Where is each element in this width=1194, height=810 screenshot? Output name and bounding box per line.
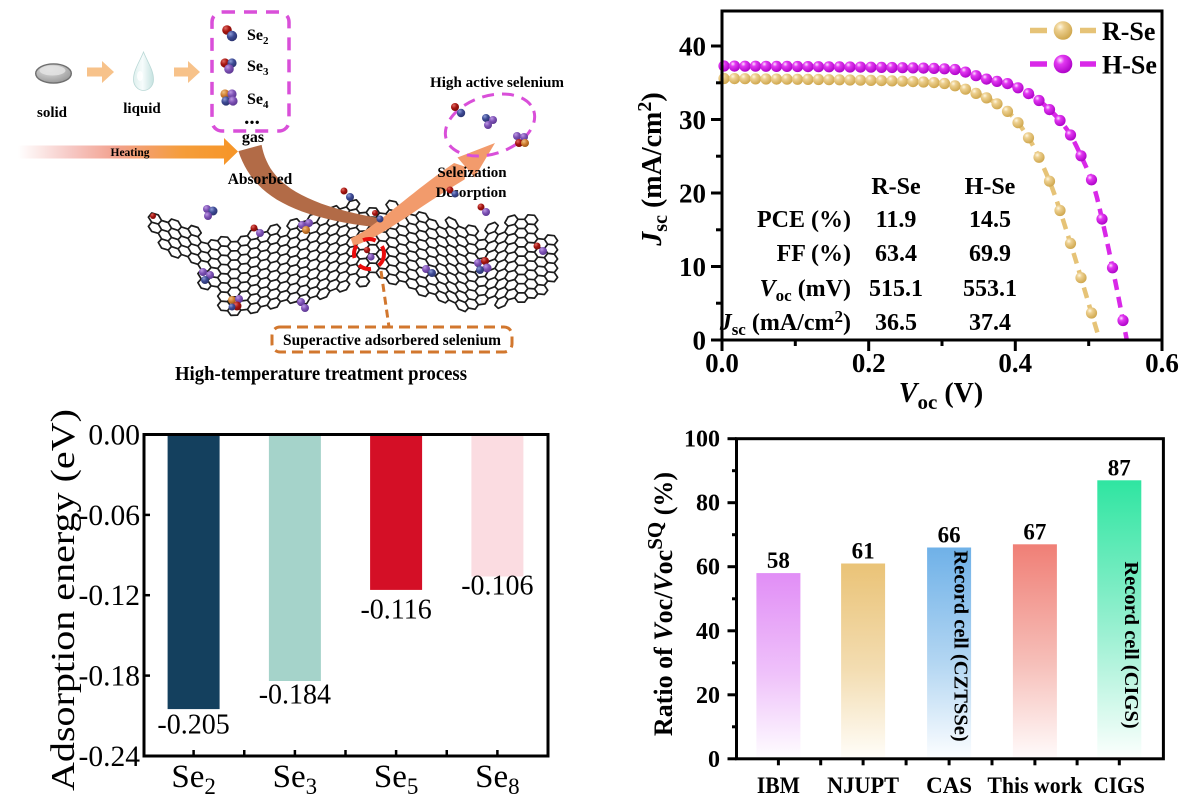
svg-text:0: 0 — [708, 747, 720, 773]
svg-text:High active selenium: High active selenium — [430, 75, 565, 91]
svg-text:This work: This work — [987, 773, 1083, 799]
svg-text:NJUPT: NJUPT — [827, 773, 899, 799]
svg-text:Se3: Se3 — [247, 58, 269, 78]
svg-text:Ratio of Voc/VocSQ (%): Ratio of Voc/VocSQ (%) — [643, 472, 678, 736]
svg-text:H-Se: H-Se — [1102, 51, 1157, 80]
svg-text:37.4: 37.4 — [969, 310, 1011, 336]
svg-text:H-Se: H-Se — [965, 174, 1016, 200]
svg-text:Record cell (CIGS): Record cell (CIGS) — [1120, 561, 1142, 728]
svg-text:...: ... — [244, 105, 260, 129]
svg-text:0.6: 0.6 — [1145, 348, 1179, 378]
svg-text:80: 80 — [696, 491, 720, 517]
svg-text:solid: solid — [37, 105, 68, 121]
svg-text:CIGS: CIGS — [1094, 773, 1145, 799]
svg-text:20: 20 — [696, 683, 720, 709]
svg-text:Jsc (mA/cm2): Jsc (mA/cm2) — [719, 307, 851, 339]
svg-text:Desorption: Desorption — [436, 185, 507, 201]
svg-text:0: 0 — [693, 326, 707, 356]
svg-text:61: 61 — [852, 539, 875, 564]
svg-text:0.0: 0.0 — [705, 348, 739, 378]
svg-text:69.9: 69.9 — [969, 241, 1011, 267]
svg-text:Heating: Heating — [111, 147, 150, 159]
svg-text:IBM: IBM — [757, 773, 800, 799]
svg-text:20: 20 — [679, 179, 706, 209]
svg-text:FF (%): FF (%) — [777, 241, 851, 267]
svg-text:36.5: 36.5 — [875, 310, 917, 336]
svg-text:Absorbed: Absorbed — [228, 171, 293, 188]
svg-text:30: 30 — [679, 105, 706, 135]
svg-text:66: 66 — [938, 523, 961, 548]
svg-text:58: 58 — [767, 548, 790, 573]
svg-text:515.1: 515.1 — [869, 276, 923, 302]
svg-text:gas: gas — [242, 129, 264, 146]
svg-text:Se3: Se3 — [273, 759, 318, 799]
svg-text:Se8: Se8 — [475, 759, 520, 799]
svg-text:liquid: liquid — [123, 101, 161, 117]
svg-text:Se2: Se2 — [171, 759, 216, 799]
svg-text:63.4: 63.4 — [875, 241, 917, 267]
svg-text:10: 10 — [679, 252, 706, 282]
svg-text:-0.24: -0.24 — [79, 741, 141, 773]
svg-text:11.9: 11.9 — [876, 207, 917, 233]
svg-text:Seleization: Seleization — [437, 165, 507, 181]
svg-text:Voc (V): Voc (V) — [899, 378, 983, 414]
svg-text:CAS: CAS — [926, 773, 972, 799]
svg-text:0.00: 0.00 — [88, 420, 140, 452]
svg-text:67: 67 — [1023, 519, 1046, 544]
svg-text:Se2: Se2 — [247, 27, 269, 47]
svg-text:Voc (mV): Voc (mV) — [760, 276, 851, 305]
svg-text:-0.116: -0.116 — [360, 595, 431, 626]
svg-text:87: 87 — [1108, 455, 1131, 480]
svg-text:40: 40 — [679, 32, 706, 62]
svg-text:Superactive adsorbered seleniu: Superactive adsorbered selenium — [283, 332, 502, 349]
svg-text:553.1: 553.1 — [963, 276, 1017, 302]
svg-text:R-Se: R-Se — [871, 174, 921, 200]
svg-text:PCE (%): PCE (%) — [757, 207, 851, 233]
svg-text:R-Se: R-Se — [1102, 17, 1155, 46]
svg-text:60: 60 — [696, 555, 720, 581]
svg-text:Jsc (mA/cm2): Jsc (mA/cm2) — [634, 92, 672, 246]
svg-text:40: 40 — [696, 619, 720, 645]
svg-text:100: 100 — [684, 427, 720, 453]
svg-text:Adsorption energy (eV): Adsorption energy (eV) — [45, 409, 82, 791]
svg-text:Se5: Se5 — [374, 759, 419, 799]
svg-text:-0.205: -0.205 — [157, 710, 229, 741]
svg-text:0.2: 0.2 — [852, 348, 886, 378]
svg-text:0.4: 0.4 — [998, 348, 1032, 378]
svg-text:-0.06: -0.06 — [79, 500, 140, 532]
svg-text:-0.12: -0.12 — [79, 580, 140, 612]
svg-text:14.5: 14.5 — [969, 207, 1011, 233]
svg-text:-0.184: -0.184 — [259, 680, 331, 711]
svg-text:-0.106: -0.106 — [461, 571, 533, 602]
svg-text:-0.18: -0.18 — [79, 661, 140, 693]
svg-text:High-temperature treatment pro: High-temperature treatment process — [175, 364, 467, 385]
svg-text:Record cell (CZTSSe): Record cell (CZTSSe) — [950, 550, 972, 741]
